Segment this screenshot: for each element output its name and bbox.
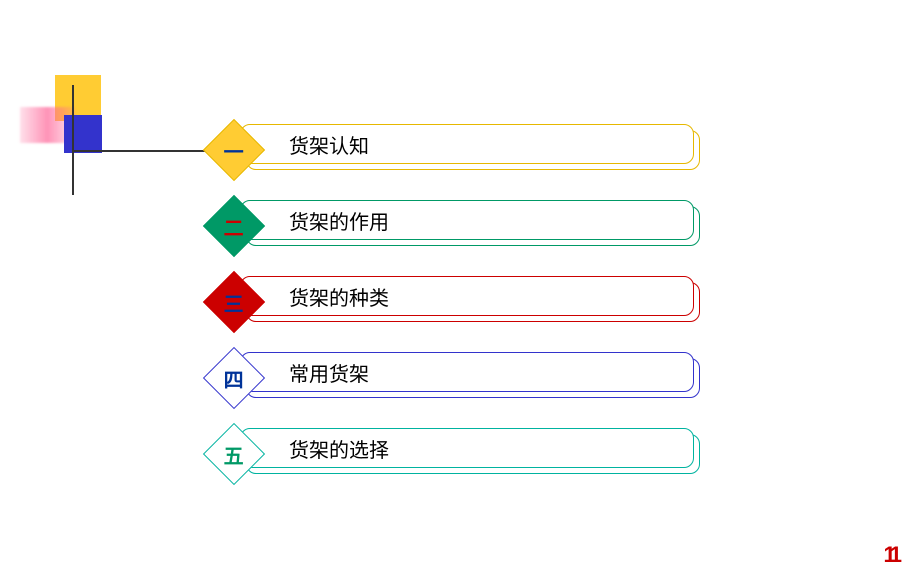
item-number: 三 (224, 288, 244, 317)
item-bar: 货架的种类 (240, 276, 694, 316)
list-item: 货架的作用 二 (200, 200, 700, 252)
item-label: 货架的选择 (289, 434, 389, 463)
corner-decoration (20, 75, 140, 175)
item-label: 货架认知 (289, 130, 369, 159)
list-item: 货架的种类 三 (200, 276, 700, 328)
list-item: 货架的选择 五 (200, 428, 700, 480)
item-bar: 货架的作用 (240, 200, 694, 240)
item-label: 货架的种类 (289, 282, 389, 311)
list-item: 货架认知 一 (200, 124, 700, 176)
item-number: 一 (224, 136, 244, 165)
item-label: 货架的作用 (289, 206, 389, 235)
deco-blue-square (64, 115, 102, 153)
item-number: 二 (224, 212, 244, 241)
toc-list: 货架认知 一 货架的作用 二 货架的种类 三 常用货架 四 (200, 124, 700, 504)
list-item: 常用货架 四 (200, 352, 700, 404)
item-bar: 货架认知 (240, 124, 694, 164)
item-number: 四 (224, 364, 244, 393)
page-number: 11 (884, 542, 903, 568)
item-bar: 货架的选择 (240, 428, 694, 468)
item-bar: 常用货架 (240, 352, 694, 392)
item-label: 常用货架 (289, 358, 369, 387)
item-number: 五 (224, 440, 244, 469)
page-number-digit: 1 (890, 542, 902, 567)
vertical-rule (72, 85, 74, 195)
